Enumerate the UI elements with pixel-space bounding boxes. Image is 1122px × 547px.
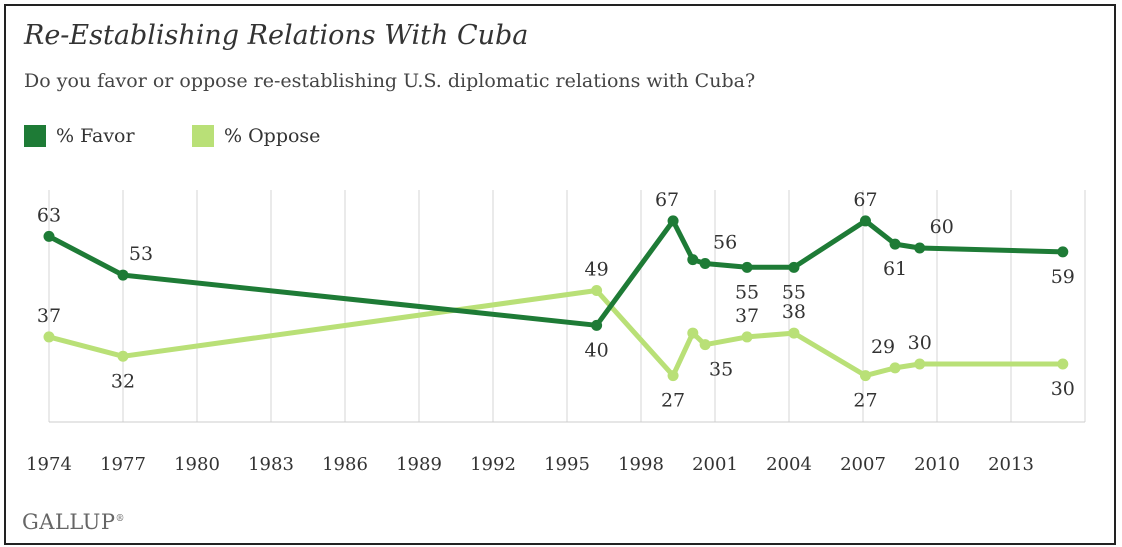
data-point-oppose-9 — [889, 362, 901, 374]
x-tick-label-1974: 1974 — [26, 454, 72, 475]
data-point-oppose-11 — [1057, 358, 1069, 370]
x-tick-label-2010: 2010 — [914, 454, 960, 475]
x-tick-label-1992: 1992 — [470, 454, 516, 475]
data-point-oppose-8 — [859, 370, 871, 382]
data-point-oppose-6 — [741, 331, 753, 343]
gallup-logo: GALLUP® — [22, 510, 125, 534]
legend-label-oppose: % Oppose — [224, 125, 321, 147]
x-tick-label-1998: 1998 — [618, 454, 664, 475]
brand-mark: ® — [115, 514, 126, 524]
chart-subtitle: Do you favor or oppose re-establishing U… — [24, 70, 756, 92]
data-label-oppose-0: 37 — [37, 305, 61, 327]
data-point-oppose-7 — [788, 327, 800, 339]
data-point-favor-1 — [117, 269, 129, 281]
data-point-favor-7 — [788, 261, 800, 273]
data-point-favor-3 — [667, 215, 679, 227]
data-point-oppose-10 — [914, 358, 926, 370]
legend-swatch-oppose — [192, 125, 214, 147]
data-point-favor-2 — [591, 319, 603, 331]
data-point-favor-4 — [687, 254, 699, 266]
data-label-favor-10: 60 — [930, 216, 954, 238]
x-tick-label-1995: 1995 — [544, 454, 590, 475]
data-point-favor-9 — [889, 238, 901, 250]
x-tick-label-1983: 1983 — [248, 454, 294, 475]
data-label-favor-9: 61 — [883, 258, 907, 280]
data-label-favor-5: 56 — [713, 231, 737, 253]
data-label-oppose-3: 27 — [661, 390, 685, 412]
data-point-oppose-2 — [591, 285, 603, 297]
data-label-oppose-8: 27 — [853, 390, 877, 412]
x-tick-label-1986: 1986 — [322, 454, 368, 475]
data-point-favor-10 — [914, 242, 926, 254]
data-point-oppose-4 — [687, 327, 699, 339]
data-point-favor-0 — [43, 230, 55, 242]
data-label-favor-3: 67 — [655, 189, 679, 211]
legend-swatch-favor — [24, 125, 46, 147]
data-point-favor-8 — [859, 215, 871, 227]
data-point-oppose-5 — [699, 339, 711, 351]
chart-title: Re-Establishing Relations With Cuba — [24, 20, 529, 51]
data-point-oppose-3 — [667, 370, 679, 382]
data-label-oppose-2: 49 — [585, 259, 609, 281]
data-label-favor-1: 53 — [129, 243, 153, 265]
x-tick-label-2004: 2004 — [766, 454, 812, 475]
data-point-oppose-1 — [117, 350, 129, 362]
x-tick-label-2013: 2013 — [988, 454, 1034, 475]
data-point-favor-11 — [1057, 246, 1069, 258]
data-label-oppose-7: 38 — [782, 301, 806, 323]
data-point-oppose-0 — [43, 331, 55, 343]
legend-item-favor: % Favor — [24, 124, 135, 147]
x-tick-label-1989: 1989 — [396, 454, 442, 475]
data-label-favor-2: 40 — [585, 339, 609, 361]
legend-label-favor: % Favor — [56, 125, 135, 147]
series-line-favor — [46, 218, 1066, 328]
data-label-favor-7: 55 — [782, 281, 806, 303]
legend-item-oppose: % Oppose — [192, 124, 320, 147]
x-tick-label-2001: 2001 — [692, 454, 738, 475]
data-label-oppose-10: 30 — [908, 332, 932, 354]
x-tick-label-2007: 2007 — [840, 454, 886, 475]
data-label-favor-11: 59 — [1051, 266, 1075, 288]
data-label-oppose-11: 30 — [1051, 378, 1075, 400]
data-label-favor-8: 67 — [853, 189, 877, 211]
x-tick-label-1980: 1980 — [174, 454, 220, 475]
data-point-favor-5 — [699, 257, 711, 269]
data-label-oppose-9: 29 — [871, 336, 895, 358]
brand-name: GALLUP — [22, 510, 116, 534]
data-point-favor-6 — [741, 261, 753, 273]
data-label-oppose-6: 37 — [735, 305, 759, 327]
data-label-favor-0: 63 — [37, 204, 61, 226]
data-label-favor-6: 55 — [735, 281, 759, 303]
data-label-oppose-1: 32 — [111, 370, 135, 392]
chart-frame — [4, 4, 1116, 545]
data-label-oppose-5: 35 — [709, 359, 733, 381]
x-tick-label-1977: 1977 — [100, 454, 146, 475]
